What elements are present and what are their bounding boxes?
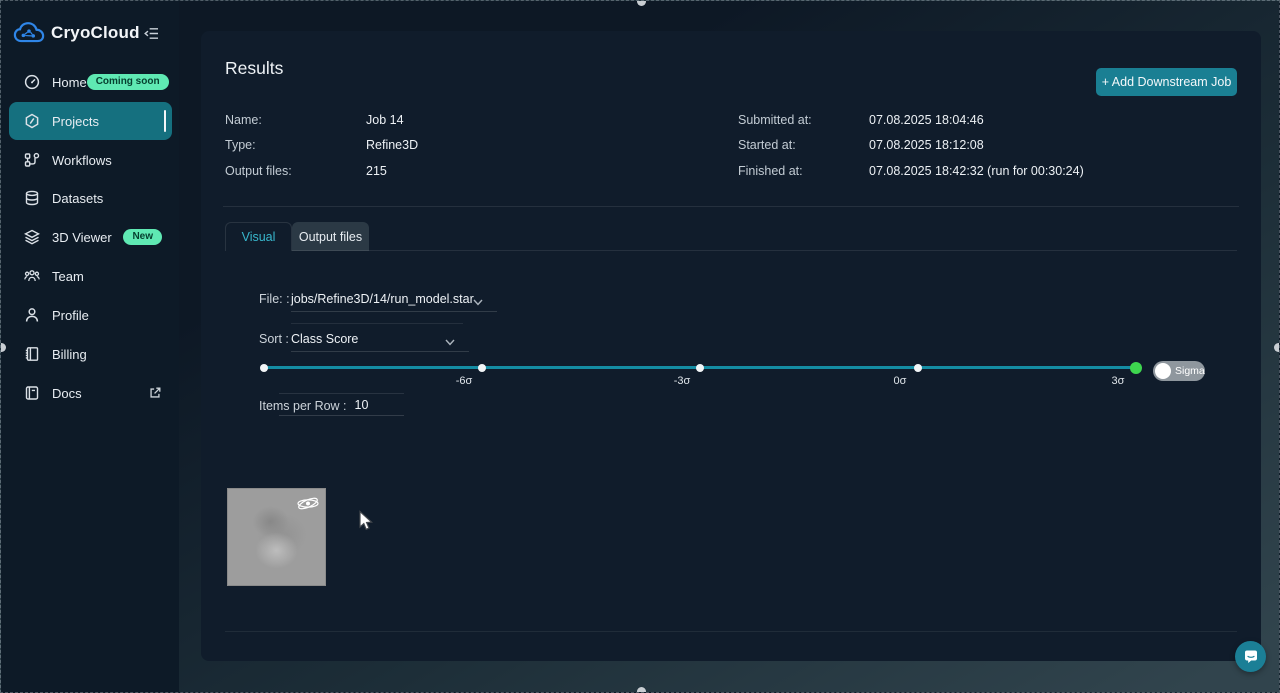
sigma-range-slider[interactable] [264,366,1136,369]
tab-visual[interactable]: Visual [225,222,292,251]
selection-handle-top[interactable] [637,0,646,6]
tabbar-bottom-line [292,250,1237,251]
sidebar-item-label: 3D Viewer [52,230,112,245]
page-title: Results [225,58,283,79]
submitted-at-label: Submitted at: [738,113,812,127]
items-per-row-value: 10 [355,398,369,412]
sidebar-item-workflows[interactable]: Workflows [9,141,172,179]
chevron-down-icon [473,293,483,311]
sidebar-item-label: Home [52,75,87,90]
docs-book-icon [24,385,40,401]
selection-handle-right[interactable] [1274,343,1280,352]
sidebar-item-label: Billing [52,347,87,362]
output-files-value: 215 [366,164,387,178]
sigma-toggle[interactable]: Sigma [1153,361,1205,381]
sidebar-item-datasets[interactable]: Datasets [9,179,172,217]
slider-tick-dot[interactable] [914,364,922,372]
slider-tick-dot[interactable] [260,364,268,372]
job-name-label: Name: [225,113,262,127]
sidebar-item-3d-viewer[interactable]: 3D Viewer New [9,218,172,256]
new-badge: New [123,229,162,245]
chat-launcher-button[interactable] [1235,641,1266,672]
info-tabs-divider [223,206,1239,207]
slider-tick-dot[interactable] [478,364,486,372]
result-thumbnail[interactable] [227,488,326,586]
slider-tick-dot[interactable] [696,364,704,372]
cloud-logo-icon [13,21,45,46]
tab-label: Output files [299,230,362,244]
sidebar-item-home[interactable]: Home Coming soon [9,63,172,101]
sidebar: CryoCloud Home Coming soon [1,1,179,693]
sidebar-item-label: Projects [52,114,99,129]
sidebar-item-label: Workflows [52,153,112,168]
projects-hexagon-icon [24,113,40,129]
slider-tick-label: 3σ [1112,375,1125,387]
file-select[interactable]: jobs/Refine3D/14/run_model.star [291,286,497,312]
collapse-sidebar-icon[interactable] [144,27,159,40]
workflows-icon [24,152,40,168]
app-title: CryoCloud [51,23,140,43]
chat-bubble-icon [1243,649,1259,665]
started-at-label: Started at: [738,138,796,152]
finished-at-value: 07.08.2025 18:42:32 (run for 00:30:24) [869,164,1084,178]
tab-label: Visual [242,230,276,244]
slider-tick-label: -6σ [456,375,473,387]
job-type-value: Refine3D [366,138,418,152]
sort-select-label: Sort : [259,332,289,346]
team-icon [24,268,40,284]
layers-3d-icon [24,229,40,245]
submitted-at-value: 07.08.2025 18:04:46 [869,113,984,127]
tab-output-files[interactable]: Output files [292,222,369,251]
toggle-label: Sigma [1175,365,1205,377]
coming-soon-badge: Coming soon [87,74,169,90]
sidebar-item-team[interactable]: Team [9,257,172,295]
sidebar-item-label: Docs [52,386,82,401]
app-window: CryoCloud Home Coming soon [0,0,1280,693]
home-gauge-icon [24,74,40,90]
slider-handle[interactable] [1130,362,1142,374]
sidebar-item-label: Profile [52,308,89,323]
output-files-label: Output files: [225,164,292,178]
job-name-value: Job 14 [366,113,404,127]
sort-select[interactable]: Class Score [291,326,469,352]
sidebar-item-projects[interactable]: Projects [9,102,172,140]
sidebar-item-label: Team [52,269,84,284]
profile-person-icon [24,307,40,323]
results-panel: Results + Add Downstream Job Name: Job 1… [201,31,1261,661]
orbit-3d-icon[interactable] [295,495,321,517]
items-per-row-label: Items per Row : [259,399,347,413]
datasets-database-icon [24,190,40,206]
job-type-label: Type: [225,138,256,152]
file-select-value: jobs/Refine3D/14/run_model.star [291,292,474,306]
external-link-icon[interactable] [148,386,162,400]
billing-ledger-icon [24,346,40,362]
sidebar-item-label: Datasets [52,191,103,206]
sidebar-item-docs[interactable]: Docs [9,374,172,412]
sidebar-item-billing[interactable]: Billing [9,335,172,373]
slider-tick-label: 0σ [894,375,907,387]
add-downstream-job-button[interactable]: + Add Downstream Job [1096,68,1237,96]
sidebar-item-profile[interactable]: Profile [9,296,172,334]
panel-footer-divider [225,631,1237,632]
chevron-down-icon [445,333,455,351]
selection-handle-bottom[interactable] [637,687,646,693]
toggle-knob [1155,363,1171,379]
logo-row: CryoCloud [13,17,169,49]
sort-select-top-line [291,323,463,324]
slider-tick-label: -3σ [674,375,691,387]
file-select-label: File: : [259,292,290,306]
finished-at-label: Finished at: [738,164,803,178]
active-item-indicator [164,110,166,132]
sort-select-value: Class Score [291,332,358,346]
started-at-value: 07.08.2025 18:12:08 [869,138,984,152]
